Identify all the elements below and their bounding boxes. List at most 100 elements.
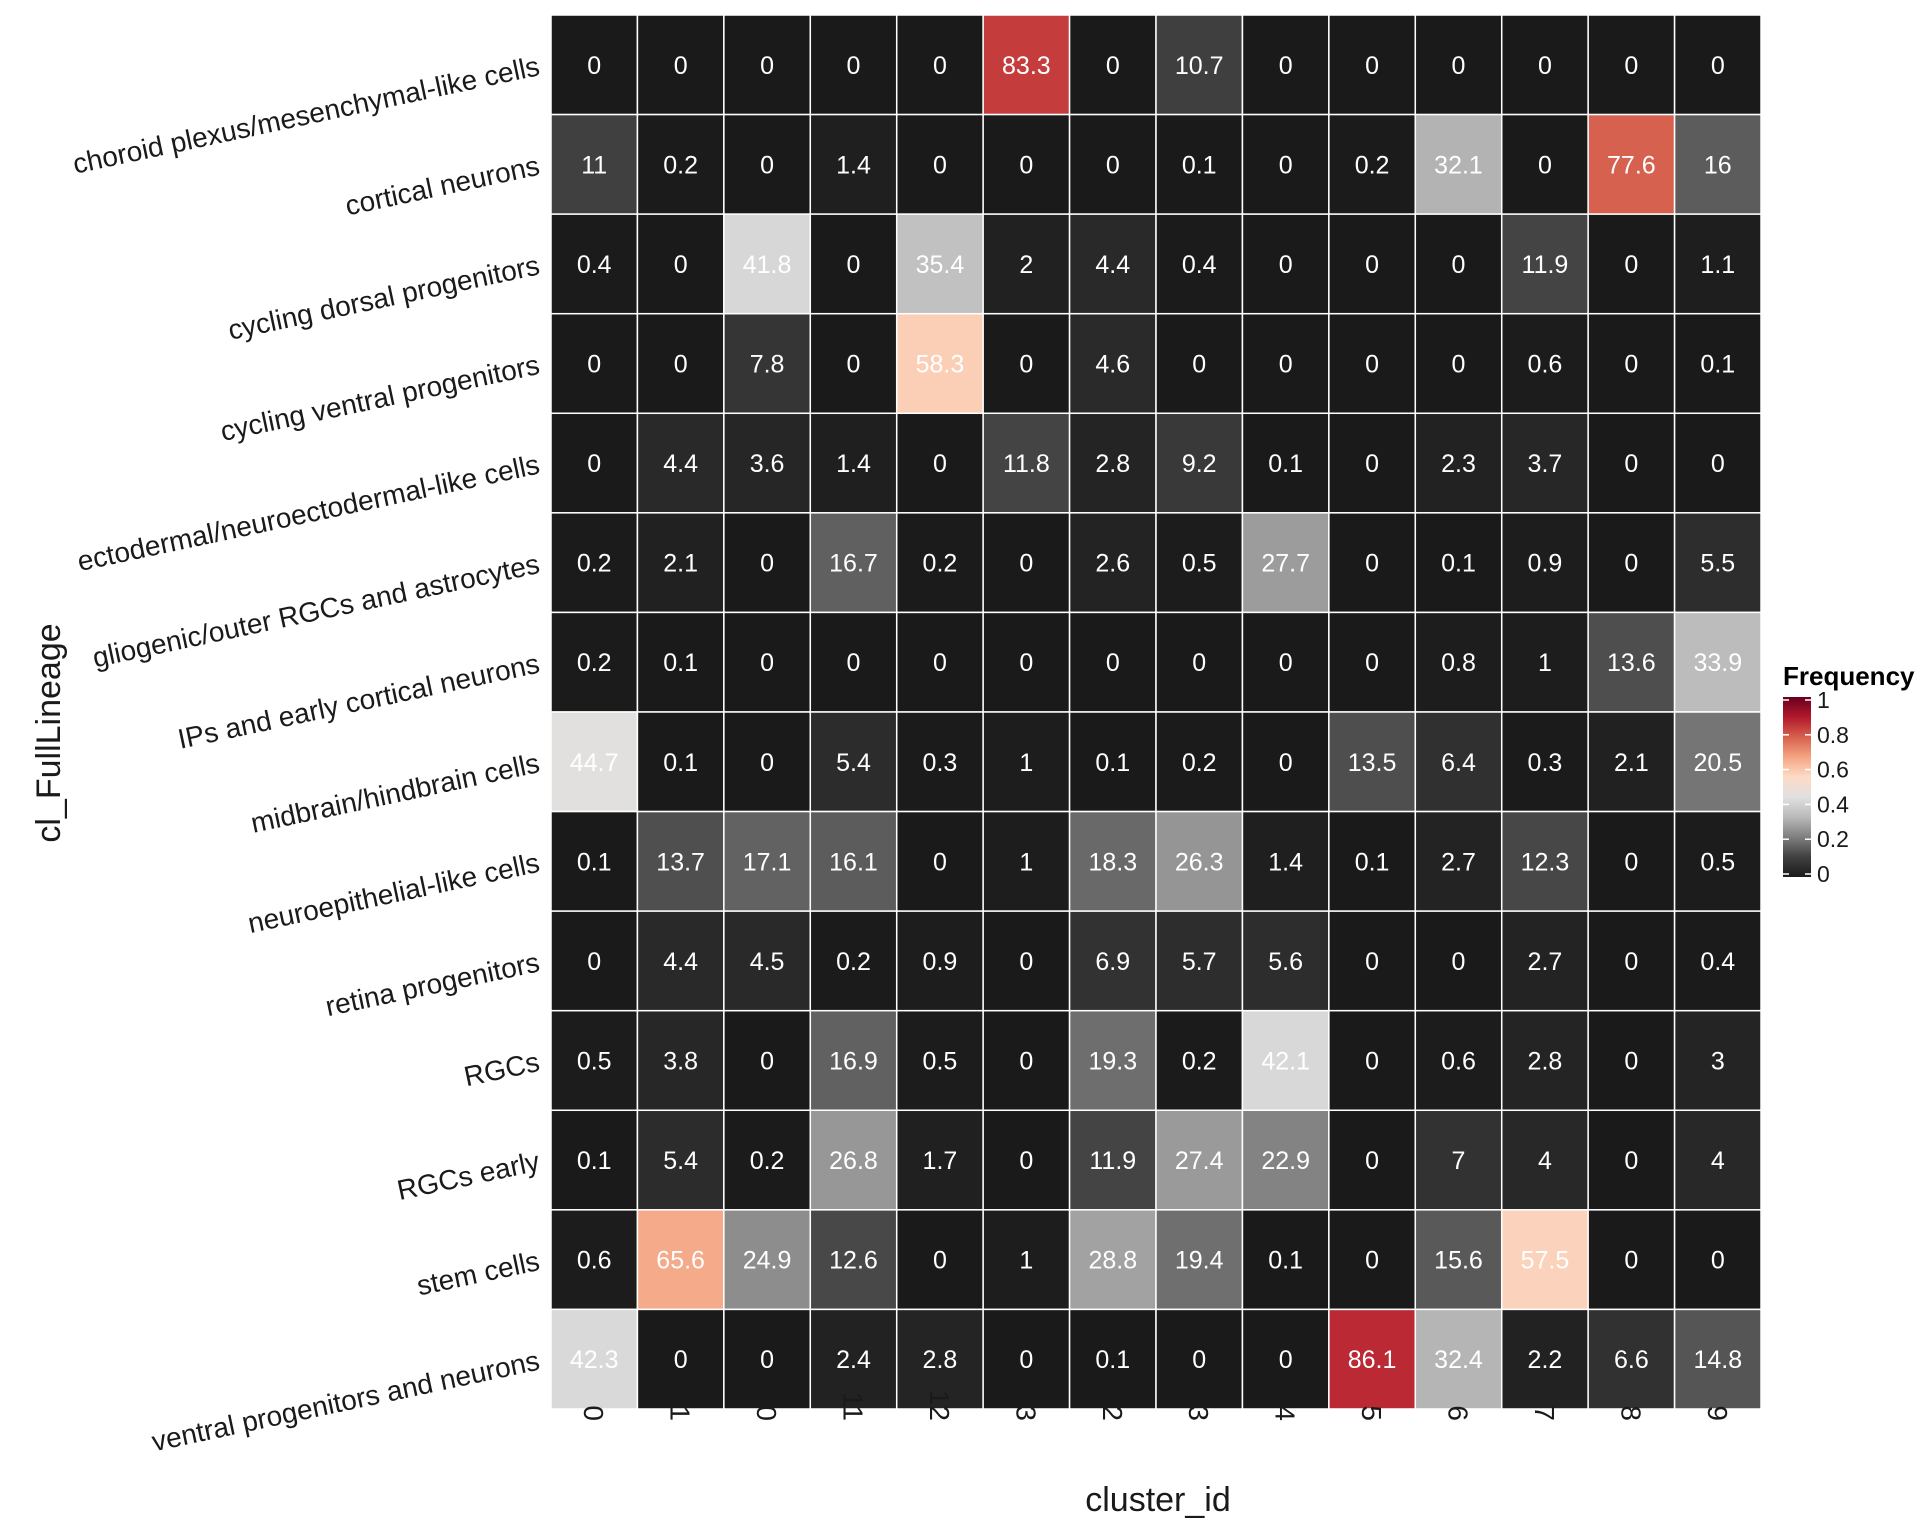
heatmap-cell: [982, 910, 1071, 1012]
cell-value-label: 32.4: [1434, 1346, 1483, 1374]
heatmap-cell: [636, 711, 725, 813]
cell-value-label: 0: [1019, 151, 1033, 179]
cell-value-label: 41.8: [743, 251, 792, 279]
cell-value-label: 0: [1019, 1346, 1033, 1374]
cell-value-label: 0: [1106, 151, 1120, 179]
cell-value-label: 0.2: [923, 550, 958, 578]
cell-value-label: 6.4: [1441, 749, 1476, 777]
cell-value-label: 6.9: [1095, 948, 1130, 976]
cell-value-label: 0: [847, 649, 861, 677]
heatmap-cell: [1068, 711, 1157, 813]
x-tick-label: 11: [838, 1392, 869, 1421]
heatmap-cell: [723, 14, 812, 116]
heatmap-cell: [1587, 113, 1676, 215]
heatmap-cell: [1500, 711, 1589, 813]
cell-value-label: 77.6: [1607, 151, 1656, 179]
heatmap-cell-labels: 0 0 0 0 0 83.3 0 10.7 0 0 0 0 0 011 0.2 0 1.4 0 0 0 0.1 0 0.2 3…: [570, 52, 1742, 1374]
cell-value-label: 0: [1711, 52, 1725, 80]
heatmap-cell: [809, 611, 898, 713]
cell-value-label: 0.1: [1268, 1247, 1303, 1275]
cell-value-label: 1: [1019, 848, 1033, 876]
heatmap-cell: [550, 1308, 639, 1410]
heatmap-cell: [895, 312, 984, 415]
y-tick-label: neuroepithelial-like cells: [245, 847, 542, 939]
heatmap-cell: [723, 312, 812, 415]
heatmap-cell: [1155, 1109, 1244, 1211]
cell-value-label: 1: [1019, 749, 1033, 777]
cell-value-label: 0: [1019, 350, 1033, 378]
x-tick-label: 3: [1183, 1405, 1214, 1421]
cell-value-label: 35.4: [916, 251, 965, 279]
cell-value-label: 15.6: [1434, 1247, 1483, 1275]
cell-value-label: 5.6: [1268, 948, 1303, 976]
heatmap-cell: [1328, 1209, 1417, 1311]
x-tick-label: 0: [578, 1405, 609, 1421]
cell-value-label: 0: [1279, 350, 1293, 378]
cell-value-label: 0: [1624, 350, 1638, 378]
heatmap-cell: [1328, 810, 1417, 912]
cell-value-label: 1: [1019, 1247, 1033, 1275]
cell-value-label: 0: [760, 649, 774, 677]
heatmap-cell: [1673, 213, 1762, 315]
cell-value-label: 4: [1538, 1147, 1552, 1175]
cell-value-label: 19.3: [1088, 1047, 1137, 1075]
cell-value-label: 3.7: [1528, 450, 1563, 478]
heatmap-cell: [1155, 1209, 1244, 1311]
heatmap-cell: [1414, 113, 1503, 215]
heatmap-cell: [1068, 611, 1157, 713]
heatmap-cell: [982, 711, 1071, 813]
heatmap-cell: [895, 512, 984, 614]
cell-value-label: 13.5: [1348, 749, 1397, 777]
cell-value-label: 0: [1365, 1147, 1379, 1175]
y-tick-label: retina progenitors: [323, 946, 543, 1022]
cell-value-label: 3.6: [750, 450, 785, 478]
heatmap-cell: [1068, 312, 1157, 415]
cell-value-label: 9.2: [1182, 450, 1217, 478]
cell-value-label: 0: [587, 450, 601, 478]
cell-value-label: 44.7: [570, 749, 619, 777]
y-tick-label: RGCs: [461, 1046, 542, 1092]
heatmap-cell: [1328, 14, 1417, 116]
heatmap-cell: [1414, 512, 1503, 614]
cell-value-label: 0.5: [923, 1047, 958, 1075]
cell-value-label: 7.8: [750, 350, 785, 378]
cell-value-label: 2.6: [1095, 550, 1130, 578]
cell-value-label: 0.1: [577, 848, 612, 876]
cell-value-label: 5.4: [836, 749, 871, 777]
heatmap-cell: [895, 412, 984, 514]
heatmap-cell: [1587, 1109, 1676, 1211]
heatmap-cell: [1673, 1109, 1762, 1211]
cell-value-label: 16.9: [829, 1047, 878, 1075]
heatmap-cell: [723, 910, 812, 1012]
cell-value-label: 0: [1279, 251, 1293, 279]
heatmap-cell: [636, 14, 725, 116]
cell-value-label: 4: [1711, 1147, 1725, 1175]
heatmap-cell: [1673, 1209, 1762, 1311]
cell-value-label: 0: [1279, 749, 1293, 777]
cell-value-label: 0: [1624, 251, 1638, 279]
cell-value-label: 0.9: [1528, 550, 1563, 578]
cell-value-label: 0: [674, 1346, 688, 1374]
heatmap-cell: [1155, 810, 1244, 912]
cell-value-label: 5.4: [663, 1147, 698, 1175]
cell-value-label: 57.5: [1521, 1247, 1570, 1275]
heatmap-cell: [723, 213, 812, 315]
cell-value-label: 4.4: [1095, 251, 1130, 279]
heatmap-cell: [1673, 14, 1762, 116]
heatmap-cell: [1155, 312, 1244, 415]
cell-value-label: 0: [1538, 151, 1552, 179]
cell-value-label: 2.8: [1095, 450, 1130, 478]
heatmap-cell: [1587, 312, 1676, 415]
cell-value-label: 1: [1538, 649, 1552, 677]
heatmap-cell: [809, 512, 898, 614]
cell-value-label: 1.4: [836, 151, 871, 179]
x-tick-label: 5: [1356, 1405, 1387, 1421]
cell-value-label: 2.4: [836, 1346, 871, 1374]
cell-value-label: 2.1: [1614, 749, 1649, 777]
cell-value-label: 11.8: [1003, 450, 1050, 478]
y-tick-label: cycling dorsal progenitors: [225, 249, 542, 345]
cell-value-label: 12.6: [829, 1247, 878, 1275]
y-tick-label: midbrain/hindbrain cells: [248, 747, 542, 838]
heatmap-cell: [982, 1308, 1071, 1410]
